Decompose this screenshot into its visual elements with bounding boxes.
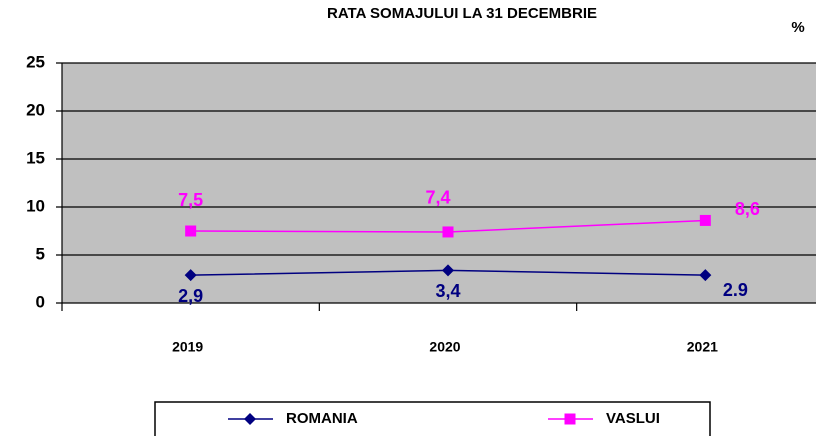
data-label: 3,4 (435, 281, 460, 301)
data-label: 8,6 (735, 199, 760, 219)
y-tick-label: 10 (26, 196, 45, 215)
data-label: 7,5 (178, 190, 203, 210)
y-tick-label: 5 (36, 244, 45, 263)
point (699, 214, 711, 226)
data-label: 2.9 (723, 280, 748, 300)
unit-label: % (791, 19, 804, 36)
point (699, 269, 712, 282)
chart-title: RATA SOMAJULUI LA 31 DECEMBRIE (327, 5, 597, 22)
legend-label: ROMANIA (286, 410, 358, 427)
y-tick-label: 25 (26, 52, 45, 71)
legend-marker (564, 413, 576, 425)
x-tick-label: 2019 (172, 339, 203, 355)
legend-marker (244, 413, 256, 425)
y-tick-label: 0 (36, 292, 45, 311)
data-label: 2,9 (178, 286, 203, 306)
y-tick-label: 20 (26, 100, 45, 119)
point (442, 264, 454, 277)
point (185, 225, 197, 237)
legend-label: VASLUI (606, 410, 660, 427)
data-label: 7,4 (425, 188, 450, 208)
plot-area (62, 63, 816, 303)
x-tick-label: 2020 (429, 339, 460, 355)
point (184, 269, 197, 282)
y-tick-label: 15 (26, 148, 45, 167)
point (442, 226, 454, 238)
x-tick-label: 2021 (687, 339, 718, 355)
